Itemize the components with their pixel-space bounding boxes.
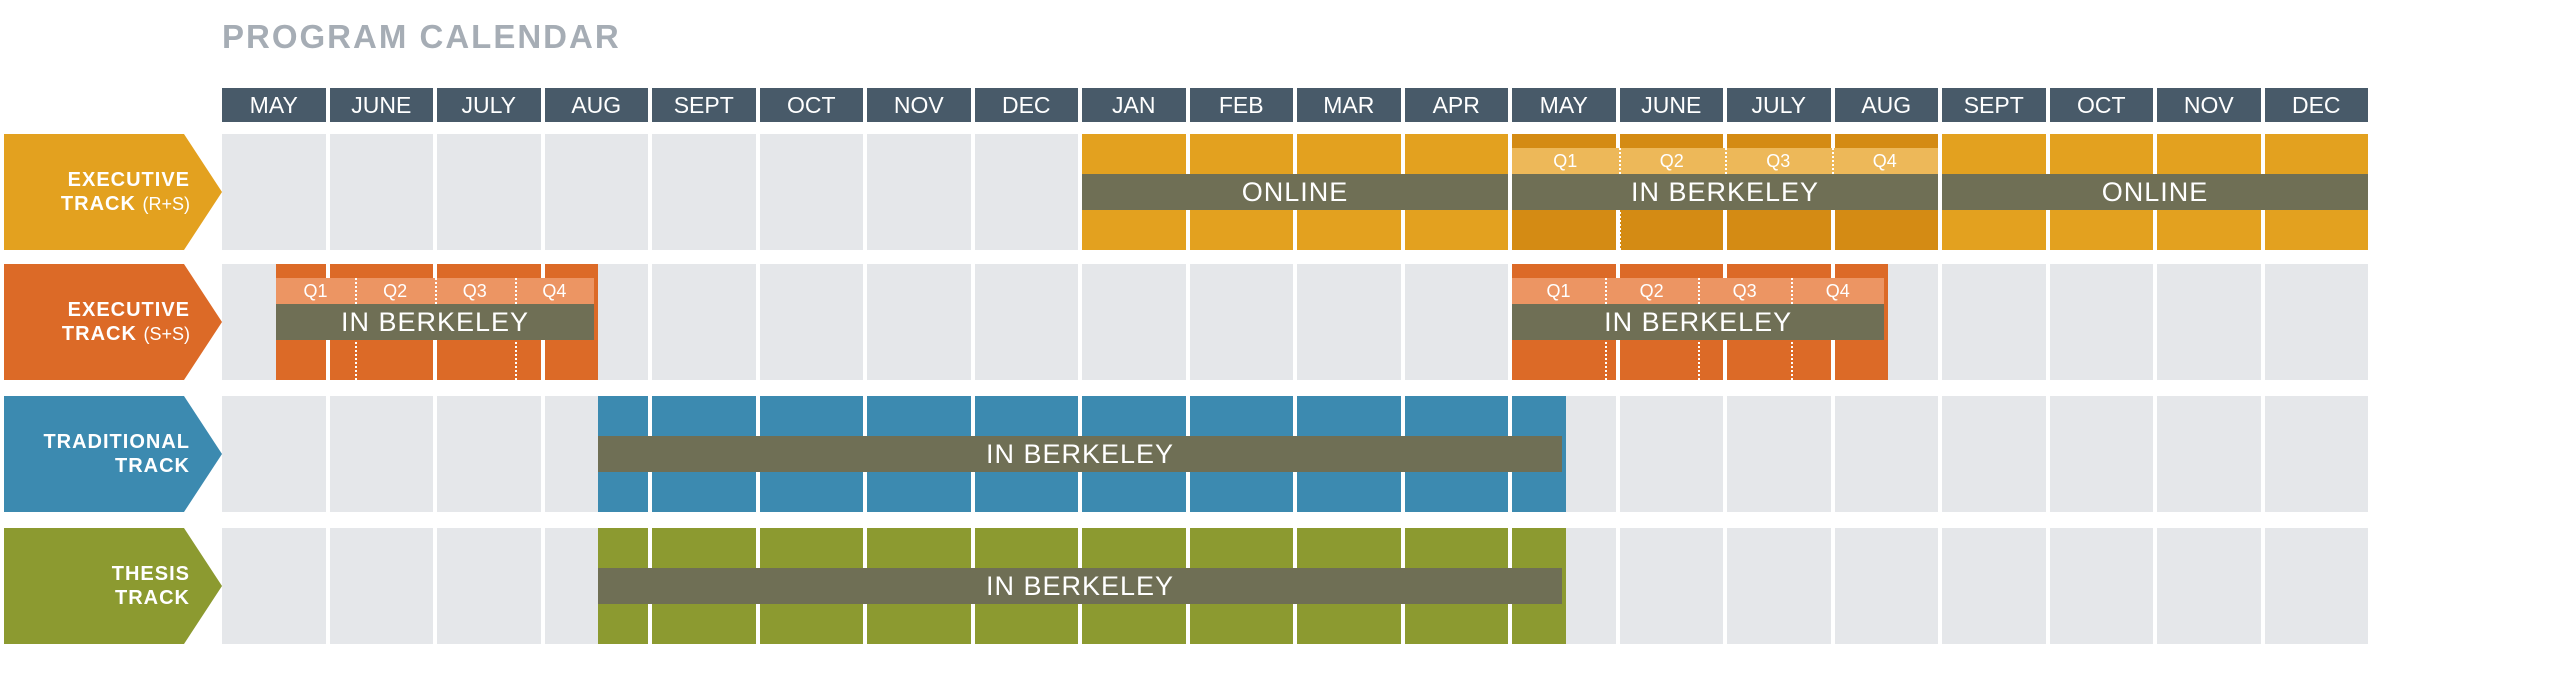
empty-cell — [2264, 396, 2368, 512]
segment-band-in-berkeley: IN BERKELEY — [598, 568, 1562, 604]
track-arrow-shape — [4, 134, 222, 250]
track-label-line-1: THESIS — [111, 563, 190, 585]
quarter-label-q3: Q3 — [462, 280, 487, 301]
empty-cell — [652, 134, 756, 250]
month-header-19: NOV — [2157, 88, 2261, 122]
track-arrow-shape — [4, 396, 222, 512]
track-label-line-1: TRADITIONAL — [43, 431, 190, 453]
empty-cell — [1834, 396, 1938, 512]
track-arrow-shape — [4, 528, 222, 644]
quarter-label-q3: Q3 — [1766, 150, 1791, 171]
month-header-8: DEC — [974, 88, 1078, 122]
track-label-line-2: TRACK (R+S) — [60, 193, 190, 215]
quarter-label-q4: Q4 — [542, 280, 567, 301]
empty-cell — [437, 134, 541, 250]
empty-cell — [1727, 396, 1831, 512]
month-header-7: NOV — [867, 88, 971, 122]
quarter-label-q2: Q2 — [383, 280, 408, 301]
segment-band-online: ONLINE — [1082, 174, 1508, 210]
month-header-4: AUG — [544, 88, 648, 122]
empty-cell — [222, 528, 326, 644]
empty-cell — [437, 528, 541, 644]
empty-cell — [222, 396, 326, 512]
month-header-16: AUG — [1834, 88, 1938, 122]
month-header-15: JULY — [1727, 88, 1831, 122]
empty-cell — [1619, 528, 1723, 644]
empty-cell — [1834, 528, 1938, 644]
empty-cell — [437, 396, 541, 512]
track-label-line-1: EXECUTIVE — [67, 299, 190, 321]
empty-cell — [974, 134, 1078, 250]
track-label-executive-rs: EXECUTIVE TRACK (R+S) — [4, 134, 222, 250]
segment-band-online: ONLINE — [1942, 174, 2368, 210]
empty-cell — [1942, 396, 2046, 512]
empty-cell — [759, 264, 863, 380]
quarter-label-q1: Q1 — [1553, 150, 1578, 171]
empty-cell — [1727, 528, 1831, 644]
track-label-suffix: (R+S) — [142, 194, 190, 214]
empty-cell — [652, 264, 756, 380]
segment-band-in-berkeley: IN BERKELEY — [598, 436, 1562, 472]
month-header-6: OCT — [759, 88, 863, 122]
empty-cell — [329, 134, 433, 250]
empty-cell — [1189, 264, 1293, 380]
track-label-line-2: TRACK — [115, 455, 190, 477]
empty-cell — [2049, 396, 2153, 512]
segment-band-in-berkeley: IN BERKELEY — [1512, 304, 1885, 340]
month-header-12: APR — [1404, 88, 1508, 122]
empty-cell — [544, 134, 648, 250]
month-header-9: JAN — [1082, 88, 1186, 122]
page-title: PROGRAM CALENDAR — [222, 18, 621, 55]
quarter-label-q3: Q3 — [1732, 280, 1757, 301]
segment-band-in-berkeley: IN BERKELEY — [275, 304, 595, 340]
month-header-10: FEB — [1189, 88, 1293, 122]
empty-cell — [2049, 528, 2153, 644]
month-header-3: JULY — [437, 88, 541, 122]
track-arrow-shape — [4, 264, 222, 380]
empty-cell — [1942, 528, 2046, 644]
empty-cell — [1619, 396, 1723, 512]
month-header-20: DEC — [2264, 88, 2368, 122]
empty-cell — [1942, 264, 2046, 380]
empty-cell — [2157, 528, 2261, 644]
segment-band-in-berkeley: IN BERKELEY — [1512, 174, 1938, 210]
quarter-label-q1: Q1 — [1546, 280, 1571, 301]
month-header-18: OCT — [2049, 88, 2153, 122]
quarter-label-q4: Q4 — [1825, 280, 1850, 301]
month-header-5: SEPT — [652, 88, 756, 122]
track-label-thesis: THESIS TRACK — [4, 528, 222, 644]
empty-cell — [2264, 264, 2368, 380]
quarter-label-q2: Q2 — [1659, 150, 1684, 171]
track-label-line-2: TRACK (S+S) — [61, 323, 190, 345]
empty-cell — [329, 528, 433, 644]
quarter-label-q1: Q1 — [303, 280, 328, 301]
track-label-suffix: (S+S) — [143, 324, 190, 344]
track-label-traditional: TRADITIONAL TRACK — [4, 396, 222, 512]
empty-cell — [867, 264, 971, 380]
track-label-executive-ss: EXECUTIVE TRACK (S+S) — [4, 264, 222, 380]
empty-cell — [222, 134, 326, 250]
month-header-17: SEPT — [1942, 88, 2046, 122]
empty-cell — [974, 264, 1078, 380]
month-header-11: MAR — [1297, 88, 1401, 122]
empty-cell — [1082, 264, 1186, 380]
empty-cell — [1404, 264, 1508, 380]
track-label-line-1: EXECUTIVE — [67, 169, 190, 191]
track-label-line-2: TRACK — [115, 587, 190, 609]
empty-cell — [329, 396, 433, 512]
empty-cell — [2049, 264, 2153, 380]
month-header-14: JUNE — [1619, 88, 1723, 122]
quarter-label-q4: Q4 — [1872, 150, 1897, 171]
empty-cell — [2264, 528, 2368, 644]
empty-cell — [759, 134, 863, 250]
month-header-2: JUNE — [329, 88, 433, 122]
empty-cell — [2157, 264, 2261, 380]
month-header-13: MAY — [1512, 88, 1616, 122]
month-header-1: MAY — [222, 88, 326, 122]
quarter-label-q2: Q2 — [1639, 280, 1664, 301]
empty-cell — [1297, 264, 1401, 380]
empty-cell — [2157, 396, 2261, 512]
empty-cell — [867, 134, 971, 250]
